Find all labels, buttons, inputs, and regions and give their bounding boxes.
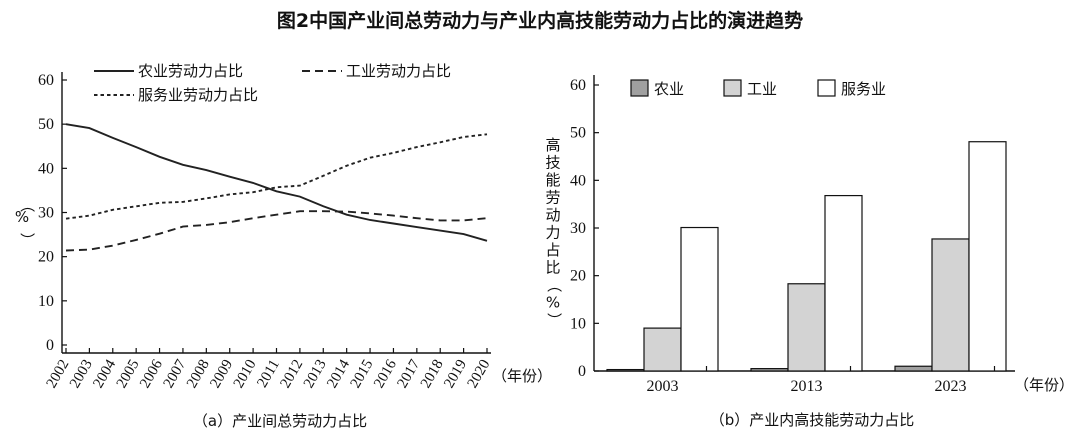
figure-title: 图2中国产业间总劳动力与产业内高技能劳动力占比的演进趋势 (276, 10, 804, 32)
x-tick-label: 2005 (114, 357, 143, 391)
line-series-1 (65, 123, 488, 242)
line-legend-item-3: 服务业劳动力占比 (94, 86, 258, 104)
svg-text:比: 比 (545, 259, 560, 277)
svg-text:%: % (15, 208, 29, 226)
bar-2003-2 (643, 327, 682, 372)
y-tick-label: 60 (570, 77, 586, 94)
x-tick-label: 2007 (161, 357, 190, 391)
bar-2003-3 (680, 226, 719, 372)
x-tick-label: 2016 (371, 357, 400, 391)
y-tick-label: 10 (38, 293, 54, 310)
y-tick-label: 30 (570, 220, 586, 237)
svg-text:服务业劳动力占比: 服务业劳动力占比 (138, 86, 258, 104)
line-chart-x-axis-label: （年份） (492, 367, 552, 385)
y-tick-label: 40 (38, 160, 54, 177)
y-tick-label: 20 (570, 268, 586, 285)
x-tick-label: 2004 (90, 357, 119, 391)
svg-text:农业: 农业 (654, 80, 684, 98)
svg-text:%: % (546, 294, 560, 312)
y-tick-label: 10 (570, 315, 586, 332)
svg-text:技: 技 (545, 154, 560, 172)
line-series-3 (65, 133, 488, 220)
bar-chart-caption: （b）产业内高技能劳动力占比 (710, 411, 915, 429)
bar-2023-3 (968, 141, 1007, 372)
svg-text:）: ） (545, 312, 563, 327)
y-tick-label: 30 (38, 205, 54, 222)
bar-chart-x-axis-label: （年份） (1014, 376, 1074, 394)
y-tick-label: 50 (38, 116, 54, 133)
x-tick-label: 2017 (394, 357, 423, 391)
line-chart-caption: （a）产业间总劳动力占比 (193, 412, 367, 430)
svg-text:占: 占 (545, 241, 560, 259)
svg-text:（: （ (545, 277, 563, 292)
bar-legend-item-2: 工业 (723, 79, 777, 98)
svg-text:劳: 劳 (545, 189, 560, 207)
x-tick-label: 2013 (301, 357, 330, 391)
y-tick-label: 0 (578, 363, 586, 380)
x-tick-label: 2020 (465, 357, 494, 391)
svg-text:农业劳动力占比: 农业劳动力占比 (138, 62, 243, 80)
bar-2013-2 (787, 283, 826, 372)
x-tick-label: 2014 (324, 357, 353, 391)
bar-chart-y-axis-label: 高技能劳动力占比（%） (545, 136, 563, 328)
bar-2013-3 (824, 194, 863, 372)
x-tick-label: 2003 (647, 378, 679, 395)
bar-chart-panel: 0 10 20 30 40 50 60 2003 2013 2023 高技能劳动力占比（%） （年份）… (545, 75, 1074, 429)
x-tick-label: 2006 (137, 357, 166, 391)
bar-2003-1 (606, 368, 645, 372)
x-tick-label: 2002 (44, 357, 73, 391)
svg-text:能: 能 (545, 171, 560, 189)
line-legend-item-1: 农业劳动力占比 (94, 62, 243, 80)
y-tick-label: 0 (46, 337, 54, 354)
x-tick-label: 2013 (791, 378, 823, 395)
y-tick-label: 20 (38, 249, 54, 266)
svg-text:工业劳动力占比: 工业劳动力占比 (346, 62, 451, 80)
svg-text:服务业: 服务业 (841, 80, 886, 98)
y-tick-label: 50 (570, 125, 586, 142)
svg-text:）: ） (18, 232, 36, 247)
x-tick-label: 2009 (207, 357, 236, 391)
line-legend-item-2: 工业劳动力占比 (302, 62, 451, 80)
svg-text:（: （ (18, 197, 36, 212)
svg-text:动: 动 (545, 206, 560, 224)
y-tick-label: 40 (570, 172, 586, 189)
x-tick-label: 2003 (67, 357, 96, 391)
svg-text:力: 力 (545, 224, 560, 242)
x-tick-label: 2019 (441, 357, 470, 391)
x-tick-label: 2011 (254, 357, 283, 391)
svg-text:工业: 工业 (747, 80, 777, 98)
x-tick-label: 2010 (231, 357, 260, 391)
x-tick-label: 2018 (418, 357, 447, 391)
bar-2023-1 (894, 365, 933, 372)
bar-legend-item-3: 服务业 (817, 79, 886, 98)
x-tick-label: 2023 (935, 378, 967, 395)
bar-legend-item-1: 农业 (630, 79, 684, 98)
x-tick-label: 2015 (348, 357, 377, 391)
line-chart-y-axis-label: （% ） (15, 197, 36, 247)
line-series-2 (65, 210, 488, 252)
svg-text:高: 高 (545, 136, 560, 154)
x-tick-label: 2008 (184, 357, 213, 391)
bar-2023-2 (931, 238, 970, 372)
x-tick-label: 2012 (277, 357, 306, 391)
bar-2013-1 (750, 368, 789, 372)
y-tick-label: 60 (38, 72, 54, 89)
line-chart-panel: 0102030405060200220032004200520062007200… (15, 62, 552, 430)
